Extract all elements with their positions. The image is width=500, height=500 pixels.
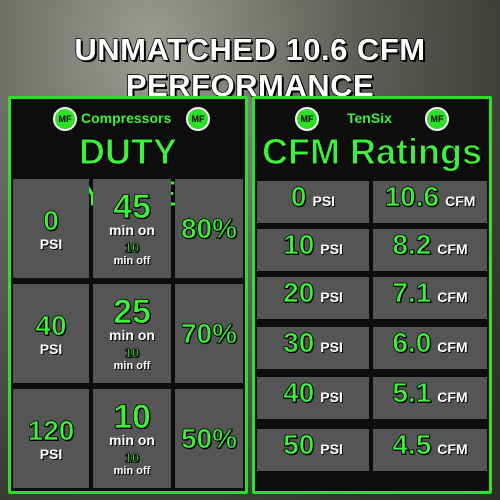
- percent-value: 80%: [180, 212, 238, 244]
- on-value: 45: [113, 187, 152, 226]
- pressure-value: 20: [283, 277, 315, 309]
- flow-unit: CFM: [437, 241, 468, 257]
- pressure-unit: PSI: [312, 193, 336, 209]
- on-label: min on: [109, 221, 155, 238]
- pressure-cell: 0 PSI: [13, 179, 89, 278]
- pressure-cell: 10 PSI: [257, 229, 369, 271]
- flow-cell: 4.5 CFM: [373, 429, 487, 471]
- on-label: min on: [109, 431, 155, 448]
- pressure-unit: PSI: [39, 340, 63, 357]
- pressure-unit: PSI: [39, 235, 63, 252]
- flow-cell: 7.1 CFM: [373, 277, 487, 319]
- logo: MF: [295, 107, 319, 131]
- off-label: min off: [113, 254, 151, 267]
- flow-unit: CFM: [437, 389, 468, 405]
- pressure-cell: 0 PSI: [257, 181, 369, 223]
- flow-cell: 6.0 CFM: [373, 327, 487, 369]
- on-value: 25: [113, 292, 152, 331]
- pressure-value: 40: [35, 309, 67, 341]
- pressure-cell: 30 PSI: [257, 327, 369, 369]
- pressure-unit: PSI: [320, 389, 343, 405]
- percent-cell: 70%: [175, 284, 243, 383]
- pressure-cell: 120 PSI: [13, 389, 89, 488]
- pressure-value: 120: [27, 414, 75, 446]
- pressure-cell: 20 PSI: [257, 277, 369, 319]
- percent-cell: 80%: [175, 179, 243, 278]
- pressure-unit: PSI: [320, 241, 343, 257]
- pressure-cell: 40 PSI: [257, 377, 369, 419]
- brand: Compressors: [81, 110, 172, 126]
- flow-cell: 5.1 CFM: [373, 377, 487, 419]
- off-label: min off: [113, 464, 151, 477]
- pressure-cell: 50 PSI: [257, 429, 369, 471]
- on-label: min on: [109, 326, 155, 343]
- flow-value: 5.1: [392, 377, 432, 409]
- brand: TenSix: [347, 110, 392, 126]
- pressure-value: 10: [283, 229, 315, 261]
- pressure-unit: PSI: [320, 441, 343, 457]
- pressure-value: 0: [290, 181, 307, 213]
- flow-unit: CFM: [437, 289, 468, 305]
- flow-unit: CFM: [445, 193, 476, 209]
- flow-value: 6.0: [392, 327, 432, 359]
- pressure-unit: PSI: [39, 445, 63, 462]
- logo: MF: [425, 107, 449, 131]
- flow-cell: 10.6 CFM: [373, 181, 487, 223]
- time-cell: 10 min on 10 min off: [93, 389, 171, 488]
- logo: MF: [53, 107, 77, 131]
- panel-heading: CFM Ratings: [262, 131, 483, 173]
- off-value: 10: [124, 344, 140, 360]
- flow-value: 4.5: [392, 429, 432, 461]
- flow-value: 7.1: [392, 277, 432, 309]
- time-cell: 45 min on 10 min off: [93, 179, 171, 278]
- flow-cell: 8.2 CFM: [373, 229, 487, 271]
- on-value: 10: [113, 397, 152, 436]
- pressure-value: 40: [283, 377, 315, 409]
- percent-value: 70%: [180, 317, 238, 349]
- pressure-cell: 40 PSI: [13, 284, 89, 383]
- flow-value: 10.6: [384, 181, 440, 213]
- duty-cycle-panel: MF Compressors MF DUTY CYCLES 0PSI45min …: [8, 96, 248, 494]
- pressure-value: 50: [283, 429, 315, 461]
- flow-unit: CFM: [437, 441, 468, 457]
- pressure-value: 0: [43, 204, 59, 236]
- pressure-value: 30: [283, 327, 315, 359]
- off-value: 10: [124, 239, 140, 255]
- logo: MF: [186, 107, 210, 131]
- title: UNMATCHED 10.6 CFM PERFORMANCE: [74, 31, 426, 104]
- off-value: 10: [124, 449, 140, 465]
- percent-value: 50%: [180, 422, 238, 454]
- time-cell: 25 min on 10 min off: [93, 284, 171, 383]
- pressure-unit: PSI: [320, 289, 343, 305]
- pressure-unit: PSI: [320, 339, 343, 355]
- flow-unit: CFM: [437, 339, 468, 355]
- cfm-panel: MF TenSix MF CFM Ratings 0 PSI 10.6 CFM 10 PS…: [252, 96, 492, 494]
- off-label: min off: [113, 359, 151, 372]
- percent-cell: 50%: [175, 389, 243, 488]
- flow-value: 8.2: [392, 229, 432, 261]
